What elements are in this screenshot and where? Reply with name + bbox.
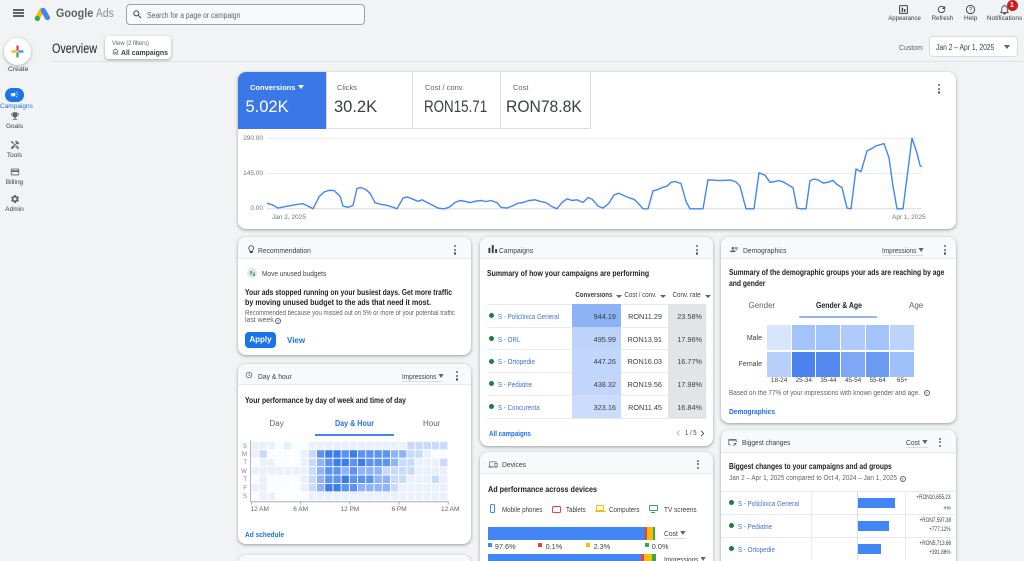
svg-text:?: ? (969, 8, 973, 14)
